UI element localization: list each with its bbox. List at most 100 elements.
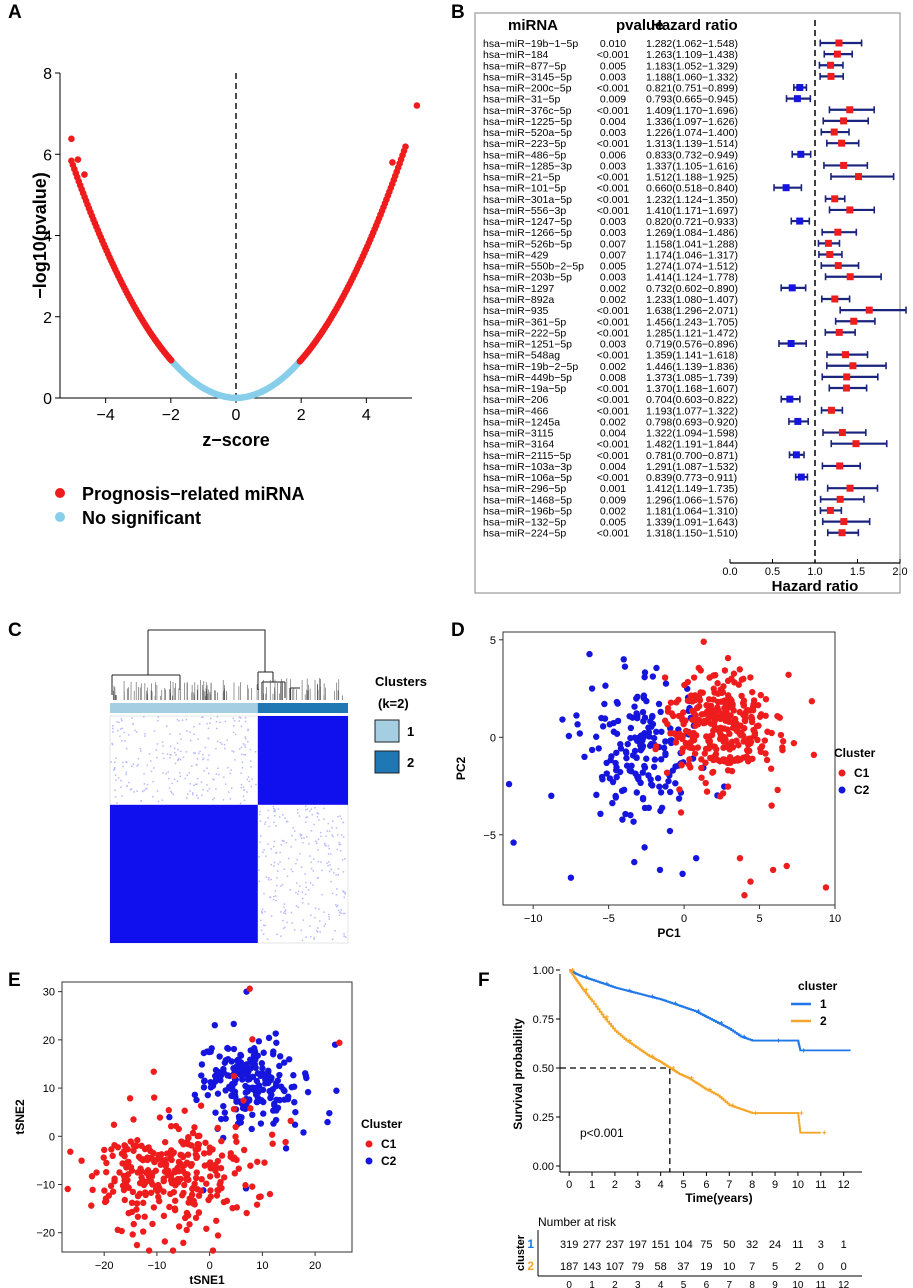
risk-count: 3 [818,1239,824,1251]
point-c2 [641,673,648,681]
matrix-noise [153,730,156,732]
point-c1 [133,1200,141,1207]
hr-value: 0.660(0.518−0.840) [646,183,738,195]
p-value: <0.001 [597,105,630,117]
matrix-noise [264,821,267,823]
point-c2 [635,773,642,781]
point-c1 [181,1214,189,1222]
matrix-noise [162,745,164,747]
matrix-noise [230,787,233,789]
matrix-noise [262,851,264,854]
point-c1 [750,701,757,708]
risk-x-tick-label: 7 [727,1280,733,1288]
point-c1 [676,786,683,793]
matrix-noise [246,778,249,781]
matrix-noise [288,857,290,860]
point-c2 [666,788,674,796]
risk-x-tick-label: 11 [816,1280,827,1288]
dendrogram [111,629,300,700]
hr-value: 1.412(1.149−1.735) [646,483,738,495]
point-c2 [613,730,621,737]
point-c1 [125,1209,132,1217]
matrix-noise [179,758,182,761]
matrix-noise [344,893,346,895]
matrix-noise [179,772,181,774]
matrix-noise [335,827,338,829]
matrix-noise [244,720,247,723]
matrix-noise [286,921,288,924]
hr-value: 1.269(1.084−1.486) [646,227,738,239]
point-c1 [167,1123,175,1130]
point-c2 [281,1059,288,1066]
point-c1 [191,1124,198,1131]
point-c1 [231,1170,238,1177]
matrix-noise [111,742,113,745]
hr-value: 1.285(1.121−1.472) [646,327,738,339]
matrix-noise [267,817,269,819]
x-tick-label: 1 [589,1179,595,1191]
matrix-noise [189,783,191,785]
matrix-noise [314,807,316,809]
hr-value: 1.373(1.085−1.739) [646,372,738,384]
matrix-noise [341,834,343,836]
point-c1 [741,717,749,725]
point-c1 [133,1241,141,1249]
point-c2 [629,714,636,721]
risk-x-tick-label: 4 [658,1280,664,1288]
point-c2 [602,682,609,689]
hr-point [834,228,842,236]
p-value: <0.001 [597,383,630,395]
matrix-noise [284,909,287,911]
point-c1 [195,1192,203,1199]
p-value: <0.001 [597,205,630,217]
hr-point [840,117,848,125]
header-pvalue: pvalue [616,17,664,34]
point-c1 [201,1150,208,1157]
header-hazard-ratio: Hazard ratio [651,17,738,34]
x-tick-label: −5 [602,913,615,925]
matrix-noise [156,756,158,759]
x-tick-label: 9 [772,1179,778,1191]
matrix-noise [180,750,182,753]
legend-label: Prognosis−related miRNA [82,484,305,504]
point-c1 [724,726,731,733]
point-c1 [221,1174,228,1181]
point-c1 [172,1122,180,1130]
panel-b-forest: miRNA pvalue Hazard ratio hsa−miR−19b−1−5p 0… [470,8,908,598]
point-c2 [247,1056,254,1063]
matrix-noise [189,790,191,792]
panel-label-c: C [8,620,22,641]
matrix-noise [172,793,174,796]
matrix-noise [270,915,273,917]
x-axis-title: Time(years) [685,1191,752,1205]
p-value: <0.001 [597,405,630,417]
x-tick-label: 10 [829,913,841,925]
matrix-noise [215,773,218,775]
matrix-noise [273,821,275,823]
point-c1 [769,866,777,874]
point-c1 [214,1172,221,1179]
matrix-noise [309,925,311,927]
p-value: <0.001 [597,83,630,95]
point-c1 [149,1220,156,1228]
point-c2 [252,1064,259,1071]
hr-value: 1.512(1.188−1.925) [646,172,738,184]
matrix-noise [265,876,268,878]
matrix-noise [215,788,217,790]
point-c2 [274,1077,282,1084]
point-c2 [200,1049,208,1057]
mirna-name: hsa−miR−466 [483,405,549,417]
point-c2 [623,749,630,757]
hr-value: 1.410(1.171−1.697) [646,205,738,217]
matrix-noise [282,919,284,922]
point-c2 [640,718,647,725]
matrix-noise [174,762,177,765]
matrix-noise [299,853,301,855]
mirna-name: hsa−miR−196b−5p [483,505,572,517]
matrix-noise [238,716,241,719]
legend-title: Clusters [375,674,427,689]
point-c2 [654,775,662,782]
panel-c-consensus: Clusters (k=2) 1 2 [0,620,440,960]
point-c2 [204,1091,212,1099]
matrix-noise [262,924,265,927]
